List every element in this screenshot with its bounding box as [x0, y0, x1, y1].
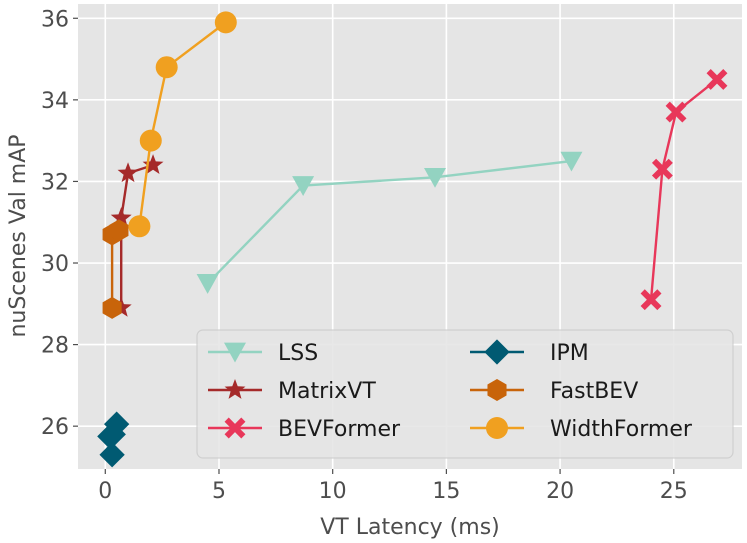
legend-item-widthformer: WidthFormer: [470, 417, 693, 442]
data-point-bevformer: [651, 158, 673, 180]
data-point-lss: [560, 151, 583, 172]
data-point-widthformer: [139, 129, 162, 152]
data-point-bevformer: [640, 289, 662, 311]
y-tick-label: 34: [41, 89, 69, 114]
series-widthformer: [128, 11, 237, 238]
y-tick-label: 30: [41, 252, 69, 277]
series-group: [97, 11, 728, 468]
series-line-lss: [206, 159, 572, 285]
y-axis-label: nuScenes Val mAP: [6, 134, 31, 337]
y-tick-label: 32: [41, 170, 69, 195]
data-point-matrixvt: [142, 154, 164, 175]
y-tick-label: 36: [41, 7, 69, 32]
series-lss: [196, 151, 583, 294]
data-point-fastbev: [102, 296, 122, 319]
x-axis-ticks: 0 5 10 15 20 25: [98, 469, 688, 504]
y-tick-label: 26: [41, 415, 69, 440]
series-line-widthformer: [138, 21, 227, 227]
legend-marker-ipm: [484, 339, 510, 365]
data-point-lss: [424, 168, 447, 188]
legend-item-matrixvt: MatrixVT: [208, 379, 376, 404]
data-point-bevformer: [665, 101, 687, 123]
data-point-matrixvt: [110, 207, 132, 228]
x-tick-label: 5: [212, 479, 226, 504]
legend: LSS IPM MatrixVT FastBEV BEVFormer WidthForme…: [196, 329, 734, 459]
y-axis-ticks: 26 28 30 32 34 36: [41, 7, 78, 440]
series-fastbev: [102, 219, 129, 319]
legend-marker-lss: [224, 342, 246, 363]
x-tick-label: 15: [432, 479, 460, 504]
data-point-bevformer: [706, 69, 728, 90]
data-point-lss: [196, 274, 219, 294]
legend-label-fastbev: FastBEV: [550, 379, 638, 404]
x-tick-label: 10: [319, 479, 347, 504]
grid: [78, 4, 742, 469]
data-point-widthformer: [128, 215, 151, 238]
legend-marker-fastbev: [487, 379, 507, 401]
series-line-matrixvt: [120, 163, 154, 308]
legend-label-lss: LSS: [278, 341, 318, 366]
data-point-ipm: [97, 423, 123, 450]
legend-box: [196, 329, 734, 459]
legend-marker-bevformer: [224, 417, 246, 439]
data-point-matrixvt: [117, 162, 139, 183]
data-point-fastbev: [109, 219, 129, 242]
legend-label-matrixvt: MatrixVT: [278, 379, 376, 404]
legend-item-bevformer: BEVFormer: [208, 417, 401, 442]
legend-item-ipm: IPM: [470, 339, 589, 366]
series-ipm: [97, 411, 130, 468]
legend-marker-widthformer: [486, 417, 508, 439]
x-tick-label: 20: [546, 479, 574, 504]
legend-item-lss: LSS: [208, 341, 318, 366]
data-point-ipm: [99, 442, 125, 468]
legend-label-widthformer: WidthFormer: [550, 417, 693, 442]
legend-item-fastbev: FastBEV: [470, 379, 638, 404]
data-point-widthformer: [155, 56, 178, 79]
x-axis-label: VT Latency (ms): [320, 515, 500, 540]
x-tick-label: 25: [660, 479, 688, 504]
y-tick-label: 28: [41, 334, 69, 359]
x-tick-label: 0: [98, 479, 112, 504]
legend-label-bevformer: BEVFormer: [278, 417, 401, 442]
data-point-lss: [292, 176, 315, 196]
data-point-widthformer: [214, 11, 237, 34]
series-line-bevformer: [649, 78, 718, 300]
legend-marker-matrixvt: [224, 379, 246, 399]
series-bevformer: [640, 69, 728, 311]
legend-label-ipm: IPM: [550, 341, 589, 366]
